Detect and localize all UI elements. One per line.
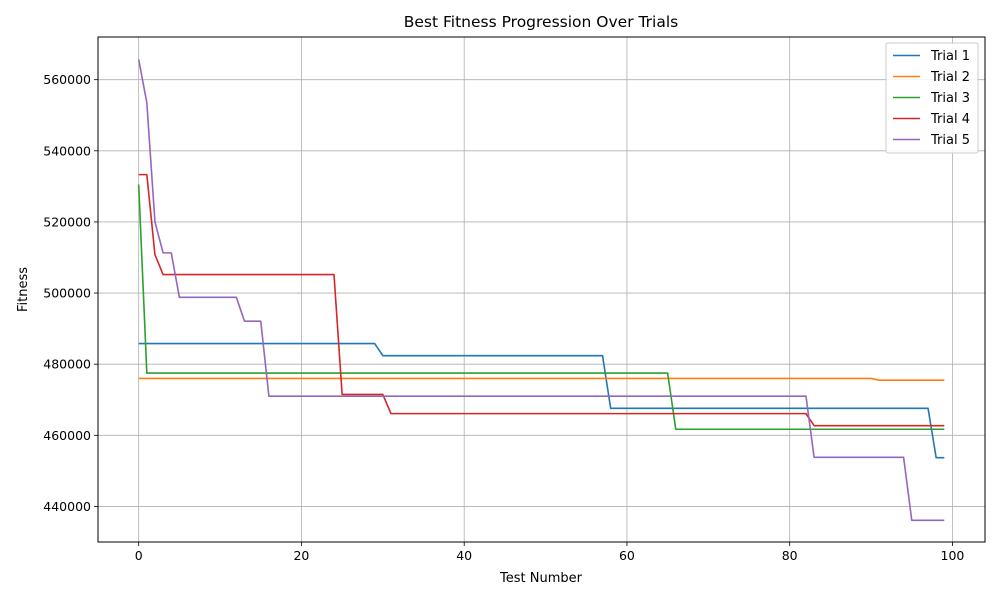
x-tick-label: 40 [456,548,472,563]
x-tick-label: 80 [782,548,798,563]
legend-label: Trial 3 [930,91,970,106]
series-line-trial-2 [138,377,945,381]
series-line-trial-3 [137,184,945,431]
y-tick-label: 500000 [43,286,91,301]
legend-box [885,42,979,154]
legend: Trial 1 Trial 2 Trial 3 Trial 4 Trial 5 [885,42,979,154]
y-tick-label: 560000 [43,72,91,87]
series-lines [137,59,945,522]
y-tick-label: 460000 [43,428,91,443]
y-tick-label: 440000 [43,499,91,514]
plot-frame [97,36,986,543]
x-tick-label: 20 [293,548,309,563]
x-tick-label: 60 [619,548,635,563]
legend-label: Trial 1 [930,49,970,64]
x-tick-label: 100 [941,548,965,563]
y-axis-label: Fitness [16,267,31,312]
y-tick-label: 480000 [43,357,91,372]
y-tick-label: 520000 [43,214,91,229]
axis-ticks: 0 20 40 60 80 100 440000 460000 480000 500000 5200… [43,72,964,563]
x-axis-label: Test Number [499,571,583,586]
legend-label: Trial 4 [930,112,970,127]
series-line-trial-5 [137,59,945,522]
chart-title: Best Fitness Progression Over Trials [404,13,679,31]
legend-label: Trial 5 [930,133,970,148]
legend-label: Trial 2 [930,70,970,85]
series-line-trial-1 [138,342,945,459]
x-tick-label: 0 [135,548,143,563]
y-tick-label: 540000 [43,143,91,158]
